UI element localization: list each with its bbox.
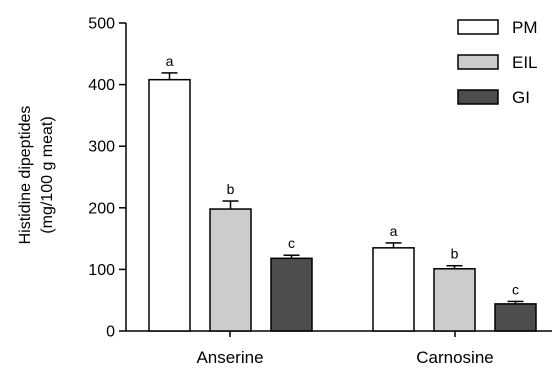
significance-letter: c	[288, 235, 295, 251]
y-tick-label: 0	[106, 324, 115, 341]
y-tick-label: 500	[88, 16, 115, 33]
y-axis-label-line-2: (mg/100 g meat)	[39, 116, 56, 233]
bar-gi-anserine	[270, 257, 313, 332]
legend-label-pm: PM	[512, 18, 538, 37]
y-axis-label: Histidine dipeptides (mg/100 g meat)	[17, 106, 56, 245]
y-tick-label: 200	[88, 200, 115, 217]
significance-letter: c	[512, 281, 519, 297]
legend-swatch-eil	[457, 54, 499, 70]
y-axis-label-line-1: Histidine dipeptides	[17, 106, 34, 245]
legend-swatch-gi	[457, 89, 499, 105]
y-tick-label: 400	[88, 77, 115, 94]
bars: a a b b c c	[148, 53, 537, 332]
y-axis: 0 100 200 300 400 500	[88, 16, 127, 341]
y-tick-label: 300	[88, 139, 115, 156]
x-category-label: Carnosine	[416, 348, 494, 367]
x-category-label: Anserine	[196, 348, 263, 367]
legend-label-eil: EIL	[512, 53, 538, 72]
legend: PM EIL GI	[457, 18, 538, 107]
significance-letter: b	[227, 181, 235, 197]
y-tick-label: 100	[88, 262, 115, 279]
significance-letter: b	[451, 246, 459, 262]
legend-label-gi: GI	[512, 88, 530, 107]
significance-letter: a	[390, 223, 398, 239]
significance-letter: a	[166, 53, 174, 69]
bar-eil-carnosine	[433, 268, 476, 332]
bar-gi-carnosine	[494, 303, 537, 332]
x-axis: Anserine Carnosine	[126, 330, 552, 367]
legend-swatch-pm	[457, 19, 499, 35]
bar-pm-carnosine	[372, 247, 415, 332]
bar-pm-anserine	[148, 78, 191, 332]
bar-eil-anserine	[209, 208, 252, 332]
